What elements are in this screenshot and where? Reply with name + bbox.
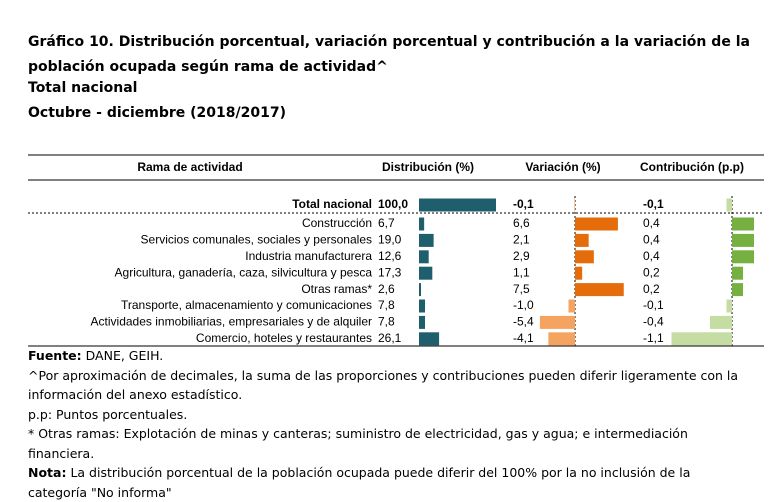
bar — [419, 250, 429, 264]
value-label: 1,1 — [513, 265, 530, 279]
category-label: Agricultura, ganadería, caza, silvicultu… — [115, 265, 373, 279]
value-label: 0,4 — [643, 233, 660, 247]
bar — [732, 266, 743, 280]
value-label: -1,0 — [513, 298, 534, 312]
bar — [419, 217, 425, 231]
column-header: Distribución (%) — [382, 160, 474, 174]
note-label: Fuente: — [28, 348, 82, 363]
bar — [568, 299, 575, 313]
category-label: Construcción — [302, 216, 372, 230]
value-label: 12,6 — [378, 249, 402, 263]
category-label: Otras ramas* — [301, 282, 372, 296]
bar — [419, 332, 440, 346]
note-text: La distribución porcentual de la poblaci… — [28, 465, 691, 500]
value-label: -5,4 — [513, 315, 534, 329]
value-label: -0,1 — [643, 298, 664, 312]
value-label: 7,8 — [378, 315, 395, 329]
value-label: -1,1 — [643, 331, 664, 345]
column-header: Rama de actividad — [137, 160, 242, 174]
bar — [575, 217, 618, 231]
bar — [419, 299, 426, 313]
bar — [575, 250, 594, 264]
note-label: Nota: — [28, 465, 67, 480]
bar — [539, 315, 575, 329]
note: Fuente: DANE, GEIH. — [28, 346, 750, 366]
bar — [419, 283, 422, 297]
note-text: DANE, GEIH. — [85, 348, 164, 363]
bar — [732, 217, 754, 231]
category-label: Industria manufacturera — [245, 249, 372, 263]
value-label: 26,1 — [378, 331, 402, 345]
value-label: 0,4 — [643, 216, 660, 230]
category-label: Comercio, hoteles y restaurantes — [196, 331, 372, 345]
value-label: 6,7 — [378, 216, 395, 230]
value-label: 2,1 — [513, 233, 530, 247]
value-label: -4,1 — [513, 331, 534, 345]
value-label: 2,6 — [378, 282, 395, 296]
value-label: 100,0 — [378, 197, 408, 211]
bar — [419, 233, 434, 247]
bar — [726, 299, 732, 313]
value-label: 0,2 — [643, 265, 660, 279]
note-text: * Otras ramas: Explotación de minas y ca… — [28, 426, 688, 461]
bar — [726, 198, 732, 212]
value-label: -0,1 — [513, 197, 534, 211]
value-label: -0,1 — [643, 197, 664, 211]
note-text: ^Por aproximación de decimales, la suma … — [28, 367, 739, 403]
category-label: Transporte, almacenamiento y comunicacio… — [121, 298, 372, 312]
bar — [732, 233, 754, 247]
bar — [548, 332, 575, 346]
bar — [419, 198, 496, 212]
bar — [732, 250, 754, 264]
note: * Otras ramas: Explotación de minas y ca… — [28, 424, 750, 463]
value-label: -0,4 — [643, 315, 664, 329]
subtitle: Octubre - diciembre (2018/2017) — [28, 105, 286, 121]
column-header: Variación (%) — [525, 160, 600, 174]
chart-title: Gráfico 10. Distribución porcentual, var… — [28, 34, 750, 75]
page: Gráfico 10. Distribución porcentual, var… — [28, 34, 764, 500]
bar — [575, 233, 589, 247]
chart: Rama de actividad Distribución (%) Variac… — [28, 154, 764, 347]
bar — [575, 266, 583, 280]
value-label: 0,2 — [643, 282, 660, 296]
bar — [575, 283, 624, 297]
bar — [574, 198, 575, 212]
note: p.p: Puntos porcentuales. — [28, 405, 750, 425]
column-header: Contribución (p.p) — [640, 160, 744, 174]
value-label: 19,0 — [378, 233, 402, 247]
note: ^Por aproximación de decimales, la suma … — [28, 366, 750, 405]
bar — [419, 266, 433, 280]
value-label: 7,5 — [513, 282, 530, 296]
value-label: 6,6 — [513, 216, 530, 230]
value-label: 2,9 — [513, 249, 530, 263]
note-text: p.p: Puntos porcentuales. — [28, 406, 188, 422]
bar — [671, 332, 732, 346]
value-label: 17,3 — [378, 265, 402, 279]
category-label: Servicios comunales, sociales y personal… — [141, 233, 372, 247]
bar — [710, 315, 732, 329]
bar — [732, 283, 743, 297]
notes: Fuente: DANE, GEIH. ^Por aproximación de … — [28, 346, 750, 502]
bar — [419, 315, 426, 329]
category-label: Actividades inmobiliarias, empresariales… — [91, 315, 372, 329]
subtitle: Total nacional — [28, 80, 138, 96]
category-label: Total nacional — [292, 197, 372, 211]
value-label: 7,8 — [378, 298, 395, 312]
value-label: 0,4 — [643, 249, 660, 263]
